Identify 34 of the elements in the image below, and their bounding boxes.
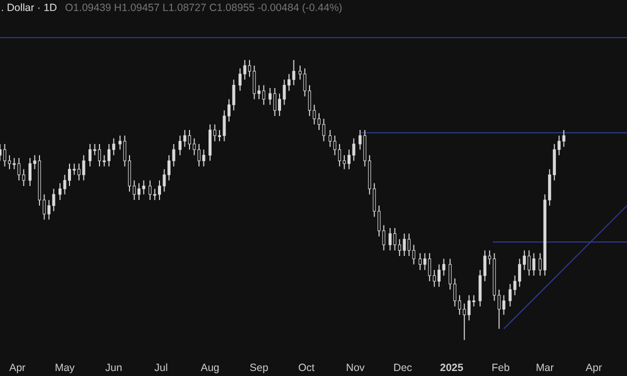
- x-tick-label: Jul: [154, 362, 168, 374]
- candlestick: [532, 252, 536, 276]
- x-tick-label: Apr: [586, 362, 603, 374]
- x-tick-label: Feb: [492, 362, 510, 374]
- candlestick: [358, 130, 362, 150]
- x-tick-label: Jun: [105, 362, 122, 374]
- x-tick-label: Dec: [393, 362, 412, 374]
- candlestick: [388, 228, 392, 251]
- candlestick: [442, 258, 446, 276]
- candlestick: [562, 130, 566, 148]
- candlestick: [418, 252, 422, 270]
- x-tick-label: Apr: [9, 362, 26, 374]
- x-tick-label: Aug: [200, 362, 220, 374]
- x-tick-label: 2025: [440, 362, 464, 374]
- candlestick: [472, 294, 476, 307]
- x-tick-label: May: [54, 362, 76, 374]
- candlestick: [238, 68, 242, 92]
- candlestick: [502, 294, 506, 316]
- candlestick: [508, 284, 512, 307]
- candlestick: [148, 180, 152, 200]
- candlestick: [448, 258, 452, 290]
- x-tick-label: Mar: [536, 362, 554, 374]
- candlestick: [328, 130, 332, 148]
- chart-title: . Dollar · 1D: [1, 2, 58, 14]
- text: O1.09439 H1.09457 L1.08727 C1.08955 -0.00484 (-0.44%): [65, 2, 342, 14]
- candlestick: [298, 65, 302, 80]
- x-tick-label: Oct: [298, 362, 315, 374]
- candlestick: [538, 252, 542, 276]
- candlestick: [268, 88, 272, 106]
- candlestick: [412, 244, 416, 265]
- candlestick: [178, 135, 182, 156]
- candlestick: [382, 224, 386, 251]
- x-tick-label: Sep: [250, 362, 269, 374]
- x-tick-label: Nov: [346, 362, 366, 374]
